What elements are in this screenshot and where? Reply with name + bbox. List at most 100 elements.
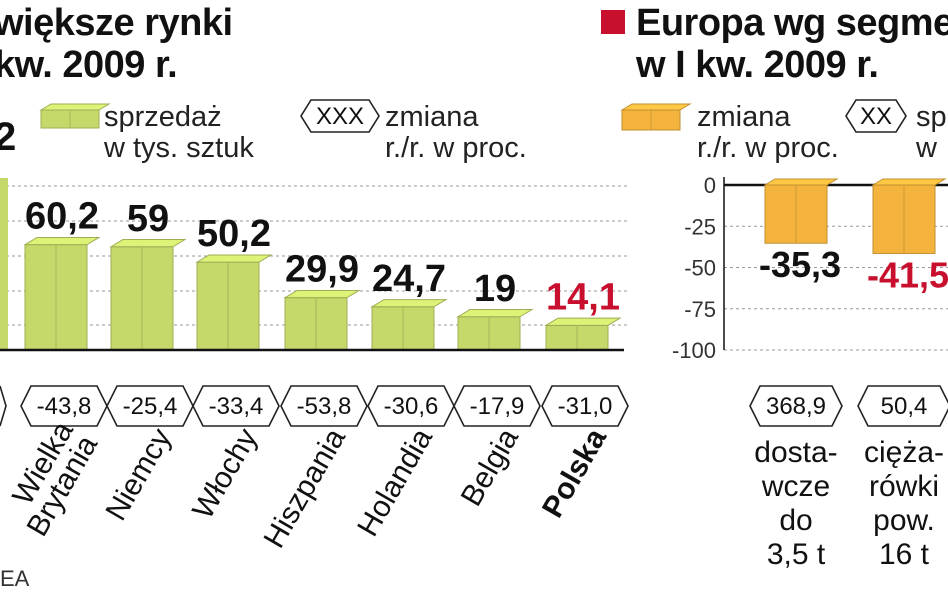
right-legend-sales-line1: sp — [916, 101, 947, 133]
left-legend-change-line1: zmiana — [385, 101, 479, 133]
sales-value-label: 14,1 — [546, 276, 620, 318]
category-label-line: Niemcy — [99, 423, 178, 526]
change-badge-label: -53,8 — [297, 393, 352, 420]
legend-sales-badge: XX — [845, 99, 907, 133]
sales-value-label: 59 — [127, 198, 169, 240]
segment-label-line: cięża- — [864, 436, 944, 469]
sales-bar-top — [456, 309, 534, 318]
segment-label-line: do — [779, 504, 812, 537]
change-badge-label: -33,4 — [209, 393, 264, 420]
sales-badge: 50,4 — [857, 385, 948, 427]
sales-bar — [23, 236, 101, 351]
right-ytick-label: -100 — [672, 338, 716, 363]
right-ytick-label: -75 — [684, 297, 716, 322]
category-label: Włochy — [186, 423, 264, 525]
left-cutoff-bar — [0, 178, 8, 350]
change-badge: -33,4 — [192, 385, 280, 427]
legend-change-box-icon-top — [620, 103, 692, 111]
sales-bar — [544, 317, 622, 351]
legend-sales-badge-label: XX — [860, 103, 892, 130]
change-badge: -43,8 — [20, 385, 108, 427]
category-label: Holandia — [351, 423, 439, 542]
right-legend-sales-label: sp w — [916, 102, 947, 164]
right-legend-change-line1: zmiana — [697, 101, 791, 133]
legend-sales-box-icon — [39, 103, 111, 129]
right-legend-change-line2: r./r. w proc. — [697, 132, 839, 164]
change-badge: -17,9 — [453, 385, 541, 427]
sales-badge-shape — [857, 385, 948, 427]
sales-bar-top — [23, 236, 101, 246]
segment-label-line: dosta- — [754, 436, 837, 469]
sales-value-label: 29,9 — [285, 249, 359, 291]
segment-label-line: pow. — [873, 504, 935, 537]
left-title-line2: kw. 2009 r. — [0, 44, 178, 86]
sales-bar — [283, 289, 361, 351]
sales-bar-top — [283, 289, 361, 299]
change-badge-label: -17,9 — [470, 393, 525, 420]
left-edge-badge-fragment — [0, 385, 7, 427]
legend-change-badge-label: XXX — [316, 103, 364, 130]
sales-value-label: 50,2 — [197, 213, 271, 255]
change-value-label: -41,5 — [867, 254, 948, 295]
change-value-label: -35,3 — [759, 244, 841, 285]
right-ytick-label: -50 — [684, 256, 716, 281]
change-badge: -25,4 — [106, 385, 194, 427]
sales-bar — [370, 299, 448, 351]
left-title-line1: większe rynki — [0, 2, 233, 44]
left-legend-sales-label: sprzedaż w tys. sztuk — [104, 102, 254, 164]
sales-badge: 368,9 — [749, 385, 843, 427]
change-badge-shape — [20, 385, 108, 427]
sales-bar-top — [109, 239, 187, 248]
change-badge-shape — [541, 385, 629, 427]
sales-value-label: 24,7 — [372, 258, 446, 300]
sales-value-label: 60,2 — [25, 196, 99, 238]
category-label-line: Polska — [536, 423, 613, 524]
category-label-line: Holandia — [351, 423, 439, 542]
segment-label-line: wcze — [761, 470, 830, 503]
sales-bar — [456, 309, 534, 351]
category-label: Hiszpania — [258, 423, 353, 554]
sales-bar-top — [195, 254, 273, 263]
sales-bar — [195, 254, 273, 351]
source-note: EA — [0, 566, 30, 591]
change-badge: -30,6 — [367, 385, 455, 427]
change-badge-shape — [106, 385, 194, 427]
legend-change-badge: XXX — [300, 99, 380, 133]
change-bar-top — [871, 178, 947, 186]
legend-change-box-icon — [620, 103, 692, 131]
change-badge-label: -43,8 — [37, 393, 92, 420]
right-title-line1: Europa wg segme — [636, 2, 948, 44]
left-legend-sales-line2: w tys. sztuk — [104, 132, 254, 164]
sales-bar-top — [544, 317, 622, 326]
change-badge-label: -31,0 — [558, 393, 613, 420]
change-badge-shape — [367, 385, 455, 427]
category-label-line: Belgia — [455, 423, 525, 512]
category-label: Belgia — [455, 423, 525, 512]
left-legend-sales-line1: sprzedaż — [104, 101, 222, 133]
left-chart-title: większe rynki kw. 2009 r. — [0, 2, 233, 86]
segment-label-line: 16 t — [879, 538, 930, 571]
left-legend-change-label: zmiana r./r. w proc. — [385, 102, 527, 164]
legend-sales-box-icon-top — [39, 103, 111, 111]
segment-label-line: rówki — [869, 470, 939, 503]
change-bar-top — [763, 178, 839, 186]
category-label: Niemcy — [99, 423, 178, 526]
left-legend-change-line2: r./r. w proc. — [385, 132, 527, 164]
change-badge-shape — [453, 385, 541, 427]
change-badge: -31,0 — [541, 385, 629, 427]
sales-badge-label: 368,9 — [766, 393, 826, 420]
right-ytick-label: 0 — [704, 173, 716, 198]
category-label-line: Hiszpania — [258, 423, 353, 554]
sales-bar — [109, 239, 187, 351]
change-badge-label: -30,6 — [384, 393, 439, 420]
sales-bar-top — [370, 299, 448, 308]
right-ytick-label: -25 — [684, 214, 716, 239]
change-bar — [763, 178, 839, 244]
segment-label-line: 3,5 t — [767, 538, 826, 571]
change-bar — [871, 178, 947, 254]
sales-badge-shape — [749, 385, 843, 427]
right-legend-sales-line2: w — [916, 132, 937, 164]
change-badge-label: -25,4 — [123, 393, 178, 420]
